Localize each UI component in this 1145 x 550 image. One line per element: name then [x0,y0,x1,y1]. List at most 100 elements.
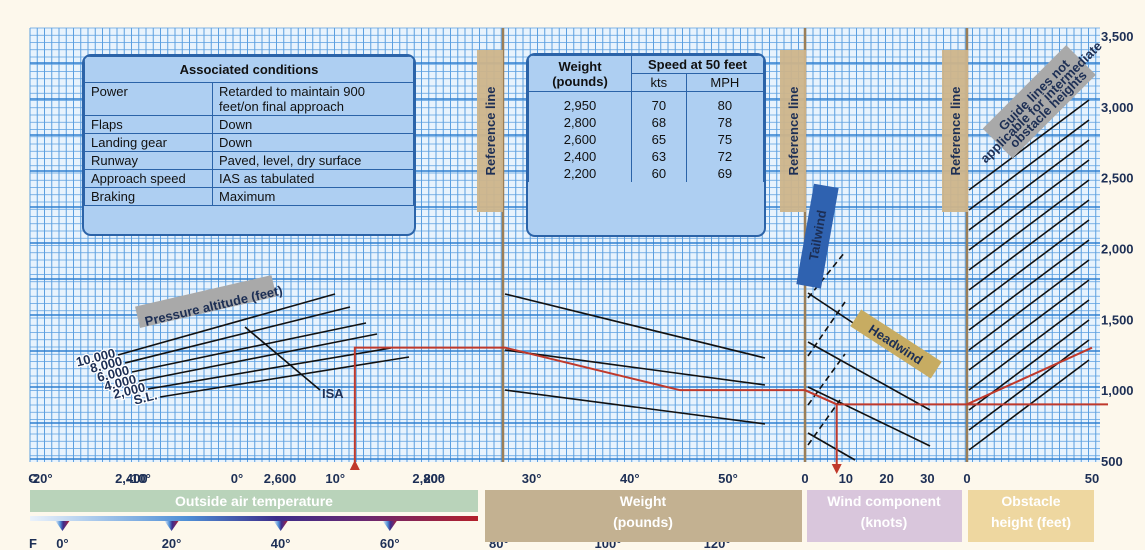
pressure-altitude-line [117,293,336,356]
weight-header: Weight (pounds) [528,55,632,92]
isa-label: ISA [322,386,344,401]
reference-line-label: Reference line [948,87,963,176]
oat-c-tick: 10° [325,471,345,486]
pressure-altitude-line [124,306,351,364]
obstacle-guide-line [968,179,1090,271]
oat-c-tick: -20° [29,471,53,486]
associated-conditions-title: Associated conditions [84,56,414,83]
oat-f-tick: 40° [271,536,291,550]
tailwind-line [807,353,846,406]
wind-label-band [807,490,962,542]
oat-c-tick: -10° [127,471,151,486]
obstacle-guide-line [968,339,1090,431]
pressure-altitude-line [131,322,367,373]
pressure-altitude-line [159,356,410,398]
oat-c-tick: 20° [424,471,444,486]
weight-tick: 2,400 [115,471,148,486]
weight-guide-line [504,349,766,386]
oat-f-tick: 60° [380,536,400,550]
obstacle-guide-line [968,139,1090,231]
oat-c-tick: 50° [718,471,738,486]
oat-f-tick: 20° [162,536,182,550]
table-row: Flaps Down [84,115,414,134]
wind-tick: 20 [879,471,893,486]
headwind-line [807,341,931,411]
f-tick-marker [164,521,179,531]
right-axis-tick: 3,000 [1101,100,1134,115]
tailwind-banner [796,183,839,289]
obstacle-guide-line [968,299,1090,391]
obstacle-guide-line [968,119,1090,211]
table-row: 2,200 60 69 [528,165,764,182]
obstacle-label: Obstacle [1001,493,1060,509]
oat-label-band [30,490,478,512]
table-row: 2,400 63 72 [528,148,764,165]
temperature-colour-strip [30,516,478,521]
table-row: 2,800 68 78 [528,114,764,131]
kts-header: kts [631,73,687,92]
obstacle-label-units: height (feet) [991,514,1071,530]
table-row: Power Retarded to maintain 900 feet/on fi… [84,82,414,116]
oat-c-prefix: C [28,471,38,486]
pressure-altitude-banner [135,275,277,328]
oat-f-tick: 0° [56,536,68,550]
isa-line [244,326,321,391]
table-row: Landing gear Down [84,133,414,152]
table-row: 2,950 70 80 [528,91,764,114]
right-axis-tick: 1,000 [1101,383,1134,398]
headwind-line [807,386,931,447]
obstacle-guide-line [968,279,1090,371]
reference-line-label-bg [780,50,806,212]
reference-line-label: Reference line [483,87,498,176]
obstacle-guide-line [968,99,1090,191]
obstacle-guide-line [968,219,1090,311]
table-row: 2,600 65 75 [528,131,764,148]
obstacle-guide-line [968,199,1090,291]
f-tick-marker [382,521,397,531]
headwind-banner [850,309,942,379]
obstacle-tick: 0 [963,471,970,486]
headwind-line [807,432,856,461]
wind-label: Wind component [827,493,941,509]
wind-tick: 10 [839,471,853,486]
oat-label: Outside air temperature [175,493,333,509]
right-axis-tick: 2,000 [1101,241,1134,256]
right-axis-tick: 1,500 [1101,312,1134,327]
example-arrow-down [831,464,842,474]
table-row: Runway Paved, level, dry surface [84,151,414,170]
f-tick-marker [55,521,70,531]
right-axis-tick: 500 [1101,454,1123,469]
example-arrow-up [349,460,360,470]
weight-tick: 2,600 [264,471,297,486]
pressure-altitude-label: S.L. [132,387,159,407]
weight-speed-table: Weight (pounds) Speed at 50 feet kts MPH… [526,53,766,237]
oat-c-tick: 30° [522,471,542,486]
speed-header: Speed at 50 feet [631,55,764,74]
reference-line-label: Reference line [786,87,801,176]
wind-tick: 30 [920,471,934,486]
associated-conditions-table: Associated conditions Power Retarded to m… [82,54,416,236]
weight-label-band [485,490,802,542]
pressure-altitude-line [147,347,392,390]
table-row: Approach speed IAS as tabulated [84,169,414,188]
example-path [353,346,1093,462]
reference-line-label-bg [477,50,503,212]
oat-c-tick: 0° [231,471,243,486]
right-axis-tick: 3,500 [1101,29,1134,44]
obstacle-guide-line [968,159,1090,251]
mph-header: MPH [685,73,764,92]
obstacle-tick: 50 [1085,471,1099,486]
pressure-altitude-line [138,333,378,382]
weight-label: Weight [620,493,667,509]
obstacle-label-band [968,490,1094,542]
wind-label-units: (knots) [861,514,908,530]
oat-f-prefix: F [29,536,37,550]
weight-tick: 2,800 [412,471,445,486]
tailwind-line [807,301,846,357]
obstacle-guide-line [968,259,1090,351]
weight-guide-line [504,293,766,359]
guide-note-banner [982,45,1096,159]
weight-label-units: (pounds) [613,514,673,530]
table-row: Braking Maximum [84,187,414,206]
